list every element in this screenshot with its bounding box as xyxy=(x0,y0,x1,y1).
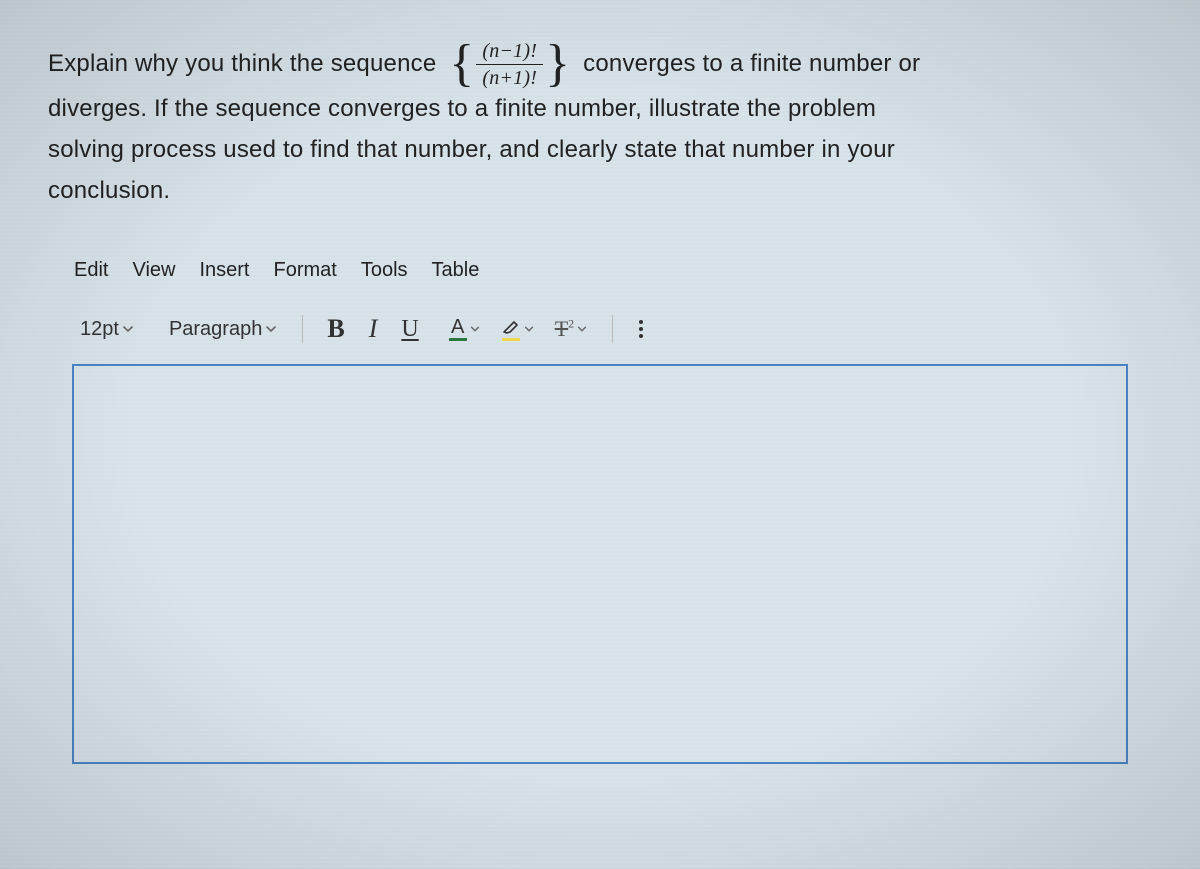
right-brace-icon: } xyxy=(545,41,570,88)
editor-menubar: Edit View Insert Format Tools Table xyxy=(66,259,1134,282)
highlight-icon xyxy=(501,318,521,341)
text-color-icon: A xyxy=(449,317,467,341)
rich-text-editor: Edit View Insert Format Tools Table 12pt… xyxy=(48,259,1152,764)
bold-button[interactable]: B xyxy=(319,310,352,348)
block-format-value: Paragraph xyxy=(169,318,262,341)
fraction: (n−1)! (n+1)! xyxy=(476,40,543,89)
chevron-down-icon xyxy=(469,323,481,335)
font-size-value: 12pt xyxy=(80,318,119,341)
question-part2: converges to a finite number or xyxy=(583,50,920,77)
question-text: Explain why you think the sequence { (n−… xyxy=(48,40,1152,211)
left-brace-icon: { xyxy=(449,41,474,88)
menu-view[interactable]: View xyxy=(132,259,175,282)
question-part5: conclusion. xyxy=(48,177,170,204)
toolbar-divider xyxy=(302,315,303,343)
superscript-icon: T2 xyxy=(555,316,574,342)
italic-icon: I xyxy=(365,314,382,344)
more-vertical-icon xyxy=(639,320,643,324)
menu-edit[interactable]: Edit xyxy=(74,259,108,282)
menu-insert[interactable]: Insert xyxy=(199,259,249,282)
underline-icon: U xyxy=(401,316,418,343)
highlight-color-dropdown[interactable] xyxy=(493,313,543,345)
bold-icon: B xyxy=(327,314,344,344)
more-options-button[interactable] xyxy=(629,316,653,342)
question-part3: diverges. If the sequence converges to a… xyxy=(48,95,876,122)
chevron-down-icon xyxy=(523,323,535,335)
chevron-down-icon xyxy=(264,322,278,336)
chevron-down-icon xyxy=(121,322,135,336)
sequence-formula: { (n−1)! (n+1)! } xyxy=(449,40,570,89)
menu-format[interactable]: Format xyxy=(274,259,337,282)
underline-button[interactable]: U xyxy=(393,312,426,347)
fraction-denominator: (n+1)! xyxy=(476,65,543,89)
italic-button[interactable]: I xyxy=(357,310,390,348)
editor-toolbar: 12pt Paragraph B I U xyxy=(66,310,1134,348)
font-size-dropdown[interactable]: 12pt xyxy=(72,313,143,345)
chevron-down-icon xyxy=(576,323,588,335)
text-color-dropdown[interactable]: A xyxy=(441,313,489,345)
block-format-dropdown[interactable]: Paragraph xyxy=(161,313,286,345)
fraction-numerator: (n−1)! xyxy=(476,40,543,65)
menu-table[interactable]: Table xyxy=(432,259,480,282)
toolbar-divider xyxy=(612,315,613,343)
superscript-dropdown[interactable]: T2 xyxy=(547,312,596,346)
question-part1: Explain why you think the sequence xyxy=(48,50,436,77)
question-part4: solving process used to find that number… xyxy=(48,136,895,163)
editor-content-area[interactable] xyxy=(72,364,1128,764)
menu-tools[interactable]: Tools xyxy=(361,259,408,282)
